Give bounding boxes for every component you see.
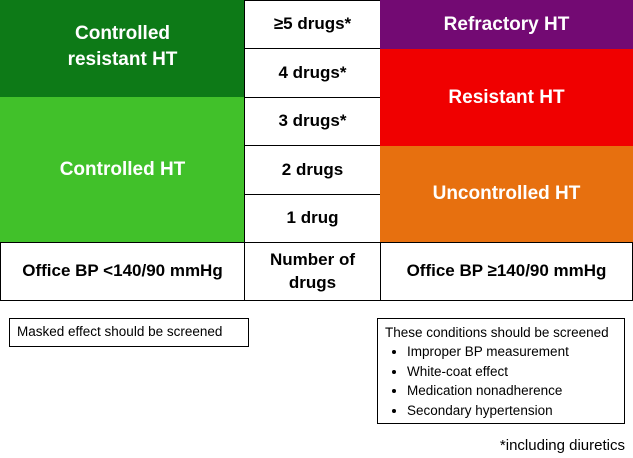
office-bp-below-threshold: Office BP <140/90 mmHg xyxy=(0,242,245,301)
list-item: Improper BP measurement xyxy=(385,342,624,362)
list-item: Medication nonadherence xyxy=(385,381,624,401)
controlled-resistant-ht-block: Controlled resistant HT xyxy=(0,0,245,97)
refractory-ht-block: Refractory HT xyxy=(380,0,633,49)
controlled-ht-block: Controlled HT xyxy=(0,97,245,242)
resistant-ht-block: Resistant HT xyxy=(380,49,633,146)
list-item: White-coat effect xyxy=(385,362,624,382)
drug-count-4: 4 drugs* xyxy=(244,48,381,98)
number-of-drugs-label: Number of drugs xyxy=(244,242,381,301)
list-item: Secondary hypertension xyxy=(385,401,624,421)
drug-count-3: 3 drugs* xyxy=(244,97,381,146)
drug-count-1: 1 drug xyxy=(244,194,381,243)
masked-effect-note: Masked effect should be screened xyxy=(9,318,249,347)
screening-conditions-title: These conditions should be screened xyxy=(385,325,609,340)
screening-conditions-list: Improper BP measurement White-coat effec… xyxy=(385,342,624,420)
uncontrolled-ht-block: Uncontrolled HT xyxy=(380,146,633,242)
office-bp-above-threshold: Office BP ≥140/90 mmHg xyxy=(380,242,633,301)
screening-conditions-note: These conditions should be screened Impr… xyxy=(377,318,625,424)
drug-count-2: 2 drugs xyxy=(244,145,381,195)
footnote: *including diuretics xyxy=(499,437,625,454)
drug-count-5-plus: ≥5 drugs* xyxy=(244,0,381,49)
